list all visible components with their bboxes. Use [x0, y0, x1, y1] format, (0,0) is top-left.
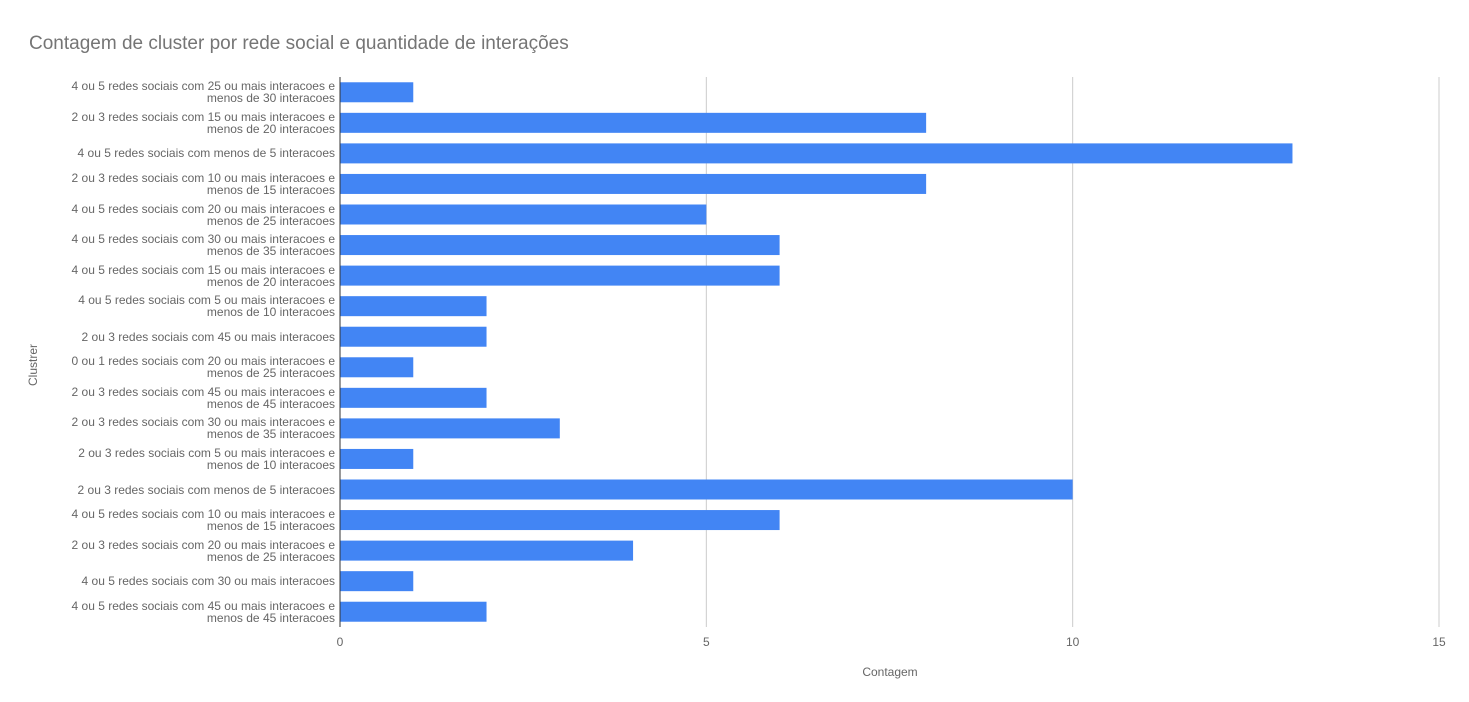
y-tick-label: 2 ou 3 redes sociais com 30 ou mais inte…	[71, 415, 335, 442]
y-axis-title: Clustrer	[26, 344, 40, 386]
bar	[340, 418, 560, 439]
bar	[340, 326, 487, 347]
bar	[340, 265, 780, 286]
y-tick-label: 2 ou 3 redes sociais com 15 ou mais inte…	[71, 109, 335, 136]
y-tick-label: 2 ou 3 redes sociais com 10 ou mais inte…	[71, 170, 335, 197]
x-tick-label: 10	[1066, 635, 1080, 649]
y-tick-label: 4 ou 5 redes sociais com 45 ou mais inte…	[71, 598, 335, 625]
x-axis-title: Contagem	[862, 665, 917, 679]
bar	[340, 510, 780, 531]
y-tick-label: 4 ou 5 redes sociais com 5 ou mais inter…	[78, 293, 335, 320]
bar	[340, 204, 707, 225]
x-tick-label: 0	[337, 635, 344, 649]
bar	[340, 112, 927, 133]
y-tick-label: 4 ou 5 redes sociais com 15 ou mais inte…	[71, 262, 335, 289]
y-tick-label: 2 ou 3 redes sociais com 45 ou mais inte…	[71, 384, 335, 411]
bar	[340, 571, 414, 592]
y-tick-label: 2 ou 3 redes sociais com 5 ou mais inter…	[78, 445, 335, 472]
bar	[340, 540, 634, 561]
bar	[340, 82, 414, 103]
bar	[340, 173, 927, 194]
y-tick-label: 4 ou 5 redes sociais com 10 ou mais inte…	[71, 507, 335, 534]
bar	[340, 387, 487, 408]
y-tick-label: 4 ou 5 redes sociais com 20 ou mais inte…	[71, 201, 335, 228]
y-tick-label: 4 ou 5 redes sociais com 30 ou mais inte…	[71, 232, 335, 259]
y-tick-label: 4 ou 5 redes sociais com menos de 5 inte…	[77, 146, 335, 161]
x-tick-label: 5	[703, 635, 710, 649]
bar	[340, 479, 1073, 500]
bar	[340, 448, 414, 469]
bar	[340, 601, 487, 622]
y-tick-label: 0 ou 1 redes sociais com 20 ou mais inte…	[71, 354, 335, 381]
y-tick-label: 2 ou 3 redes sociais com menos de 5 inte…	[77, 482, 335, 497]
bar	[340, 235, 780, 256]
y-tick-label: 4 ou 5 redes sociais com 25 ou mais inte…	[71, 79, 335, 106]
chart-title: Contagem de cluster por rede social e qu…	[29, 33, 569, 54]
bar	[340, 296, 487, 317]
bar	[340, 143, 1293, 164]
y-tick-label: 2 ou 3 redes sociais com 20 ou mais inte…	[71, 537, 335, 564]
y-tick-label: 2 ou 3 redes sociais com 45 ou mais inte…	[81, 329, 335, 344]
x-tick-label: 15	[1432, 635, 1446, 649]
y-tick-label: 4 ou 5 redes sociais com 30 ou mais inte…	[81, 574, 335, 589]
bar	[340, 357, 414, 378]
